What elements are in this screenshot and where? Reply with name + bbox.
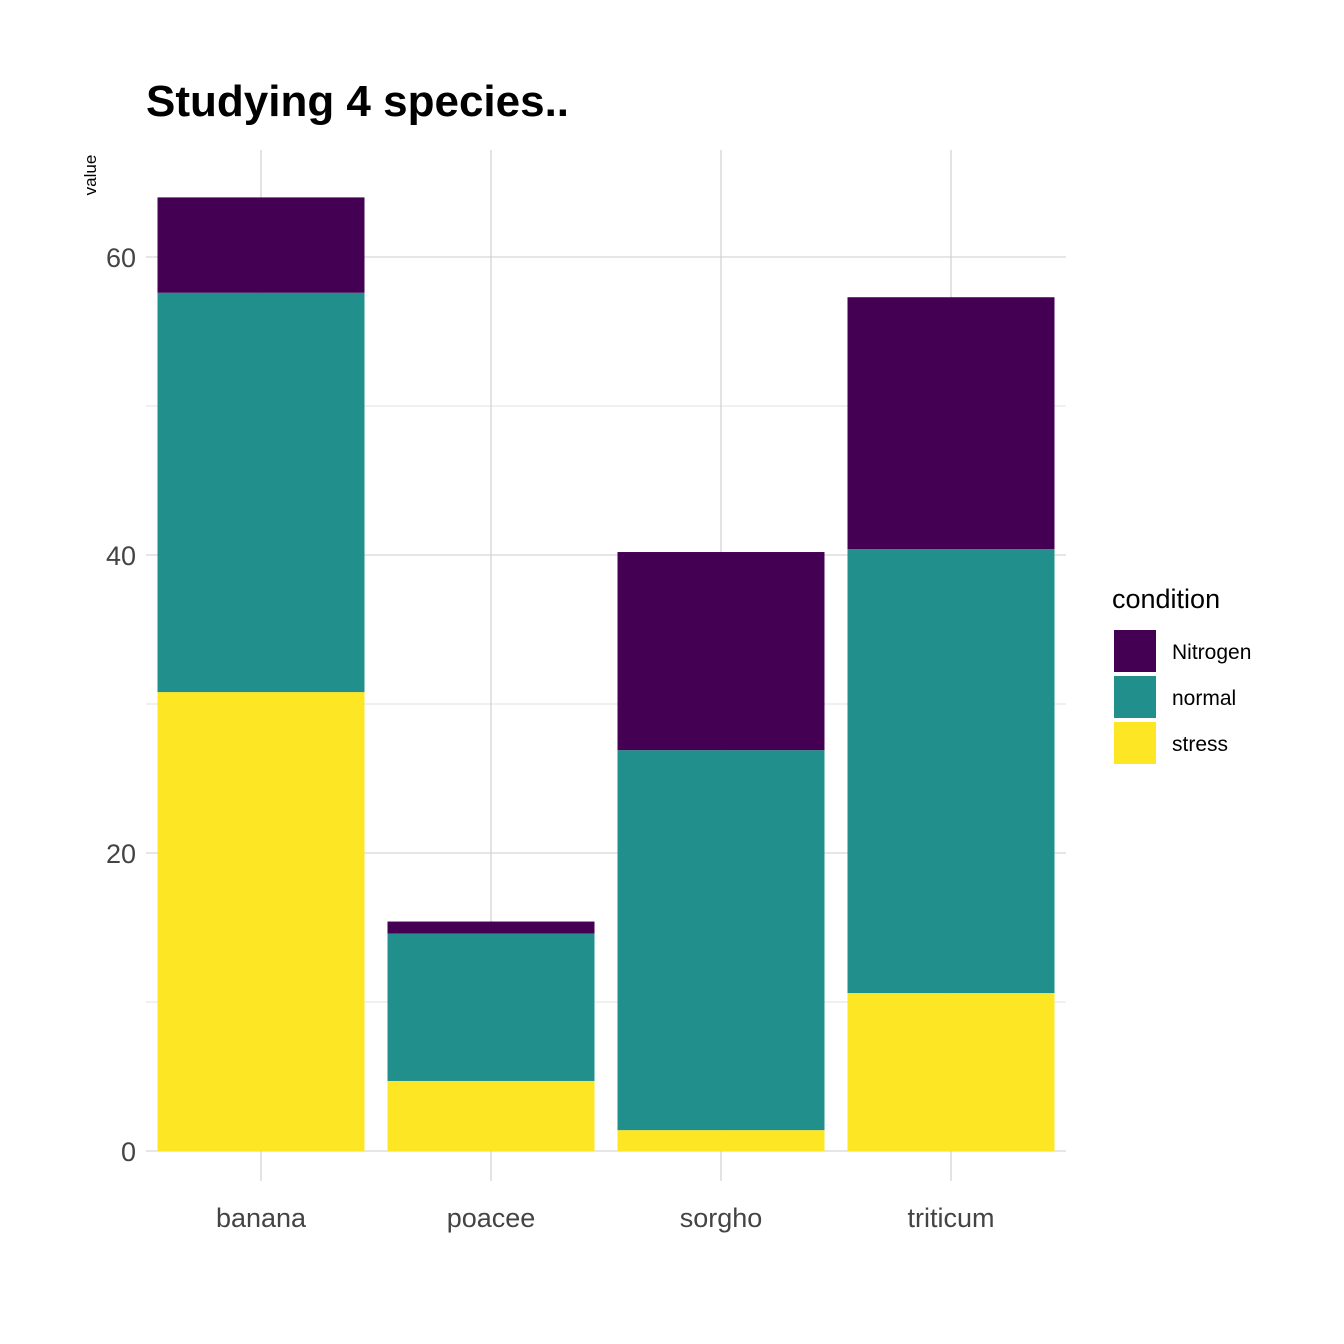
bar-banana-stress (157, 692, 365, 1151)
axes: 0 20 40 60 banana poacee sorgho triticum (106, 243, 995, 1233)
bar-triticum-stress (847, 993, 1055, 1151)
legend-swatch-stress (1114, 722, 1156, 764)
x-tick-label-triticum: triticum (908, 1203, 995, 1233)
legend-label-nitrogen: Nitrogen (1172, 641, 1251, 664)
legend-swatch-nitrogen (1114, 630, 1156, 672)
x-tick-label-poacee: poacee (447, 1203, 536, 1233)
bar-sorgho-normal (617, 750, 825, 1131)
y-tick-label: 60 (106, 243, 136, 273)
y-tick-label: 20 (106, 839, 136, 869)
y-axis-label: value (81, 155, 100, 196)
y-tick-label: 40 (106, 541, 136, 571)
x-tick-label-banana: banana (216, 1203, 307, 1233)
chart-title: Studying 4 species.. (146, 77, 569, 126)
bar-poacee-stress (387, 1080, 595, 1151)
bar-poacee-normal (387, 933, 595, 1081)
bar-sorgho-stress (617, 1130, 825, 1151)
y-tick-label: 0 (121, 1137, 136, 1167)
bar-triticum-nitrogen (847, 297, 1055, 550)
legend-title: condition (1112, 584, 1220, 614)
bar-sorgho-nitrogen (617, 552, 825, 751)
legend-label-normal: normal (1172, 687, 1236, 710)
bar-banana-nitrogen (157, 197, 365, 293)
legend-swatch-normal (1114, 676, 1156, 718)
legend-label-stress: stress (1172, 733, 1228, 756)
bars (157, 197, 1055, 1151)
bar-banana-normal (157, 292, 365, 693)
bar-poacee-nitrogen (387, 921, 595, 934)
bar-triticum-normal (847, 549, 1055, 994)
x-tick-label-sorgho: sorgho (680, 1203, 763, 1233)
legend: condition Nitrogen normal stress (1112, 584, 1251, 764)
